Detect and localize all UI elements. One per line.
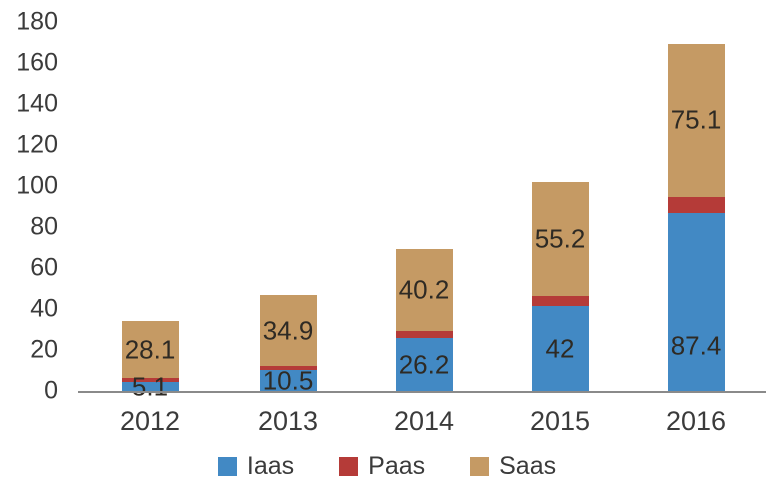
legend-swatch-saas [470,457,490,476]
y-tick-label: 20 [30,335,58,364]
y-tick-label: 140 [16,89,58,118]
bar-value-label-iaas-2012: 5.1 [131,371,169,402]
bar-value-label-iaas-2015: 42 [545,333,575,364]
x-tick-label-2015: 2015 [529,406,591,436]
y-tick-label: 60 [30,253,58,282]
y-tick-label: 160 [16,48,58,77]
bar-value-label-iaas-2016: 87.4 [670,330,722,361]
y-tick-label: 80 [30,212,58,241]
bar-value-label-saas-2014: 40.2 [398,274,450,305]
legend-label: Paas [368,452,426,480]
legend-item-saas: Saas [470,452,556,481]
bar-segment-saas-2014 [395,248,453,332]
x-tick-label-2016: 2016 [665,406,727,436]
legend-item-iaas: Iaas [217,452,295,481]
bar-segment-iaas-2013 [259,370,317,392]
bar-segment-saas-2016 [667,43,725,198]
y-tick-label: 0 [44,376,58,405]
bar-segment-iaas-2015 [531,305,589,392]
bar-segment-saas-2012 [121,320,179,379]
bar-segment-iaas-2014 [395,338,453,392]
legend-label: Saas [499,452,557,480]
bar-value-label-saas-2012: 28.1 [124,334,176,365]
y-tick-label: 100 [16,171,58,200]
bar-segment-paas-2012 [121,378,179,382]
bar-segment-paas-2016 [667,197,725,213]
bar-segment-paas-2014 [395,331,453,339]
x-axis-line [78,391,766,393]
bar-segment-iaas-2012 [121,381,179,392]
y-tick-label: 120 [16,130,58,159]
legend: Iaas Paas Saas [0,452,774,481]
x-tick-label-2014: 2014 [393,406,455,436]
bar-value-label-iaas-2014: 26.2 [398,349,450,380]
x-tick-label-2013: 2013 [257,406,319,436]
legend-swatch-paas [339,457,359,476]
bar-value-label-saas-2015: 55.2 [534,223,586,254]
bar-value-label-saas-2013: 34.9 [262,315,314,346]
bar-segment-saas-2015 [531,182,589,296]
y-tick-label: 180 [16,7,58,36]
legend-label: Iaas [246,452,295,480]
x-tick-label-2012: 2012 [119,406,181,436]
legend-swatch-iaas [217,457,237,476]
bar-segment-paas-2013 [259,366,317,371]
bar-segment-iaas-2016 [667,212,725,392]
bar-value-label-saas-2016: 75.1 [670,104,722,135]
bar-segment-saas-2013 [259,294,317,367]
legend-item-paas: Paas [339,452,425,481]
y-tick-label: 40 [30,294,58,323]
bar-segment-paas-2015 [531,295,589,306]
bar-value-label-iaas-2013: 10.5 [262,365,314,396]
